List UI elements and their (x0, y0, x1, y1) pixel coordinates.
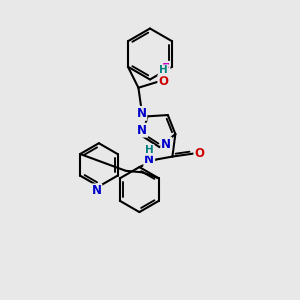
Text: O: O (194, 147, 204, 160)
Text: N: N (136, 107, 146, 120)
Text: O: O (158, 75, 168, 88)
Text: H: H (159, 65, 168, 75)
Text: N: N (137, 124, 147, 137)
Text: F: F (161, 62, 169, 75)
Text: H: H (145, 145, 154, 155)
Text: N: N (161, 138, 171, 151)
Text: N: N (144, 153, 154, 166)
Text: N: N (92, 184, 101, 197)
